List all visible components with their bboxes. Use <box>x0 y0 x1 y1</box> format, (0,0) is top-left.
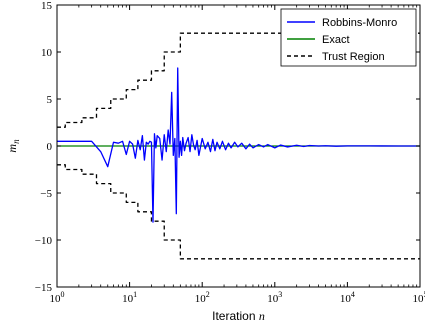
y-tick-label: 5 <box>47 94 53 106</box>
series-trust-region-lower <box>57 164 420 260</box>
y-tick-label: −10 <box>35 235 53 247</box>
legend: Robbins-Monro Exact Trust Region <box>280 8 417 67</box>
x-tick-label: 105 <box>413 290 425 305</box>
y-axis-label: mn <box>5 139 21 153</box>
y-tick-label: −5 <box>40 188 52 200</box>
series-trust-region <box>57 32 420 128</box>
y-tick-label: 10 <box>41 47 53 59</box>
x-axis-label: Iteration n <box>212 309 265 323</box>
axis-labels: Iteration n mn <box>5 139 265 323</box>
x-tick-label: 101 <box>122 290 137 305</box>
y-tick-label: 15 <box>41 0 53 12</box>
x-tick-label: 100 <box>50 290 65 305</box>
series-robbins-monro <box>57 67 420 223</box>
y-tick-label: 0 <box>47 141 53 153</box>
legend-label: Robbins-Monro <box>322 17 397 29</box>
x-tick-label: 102 <box>195 290 210 305</box>
x-tick-label: 103 <box>267 290 282 305</box>
x-tick-label: 104 <box>340 290 355 305</box>
y-tick-label: −15 <box>35 282 53 294</box>
legend-label: Exact <box>322 34 350 46</box>
legend-label: Trust Region <box>322 51 385 63</box>
